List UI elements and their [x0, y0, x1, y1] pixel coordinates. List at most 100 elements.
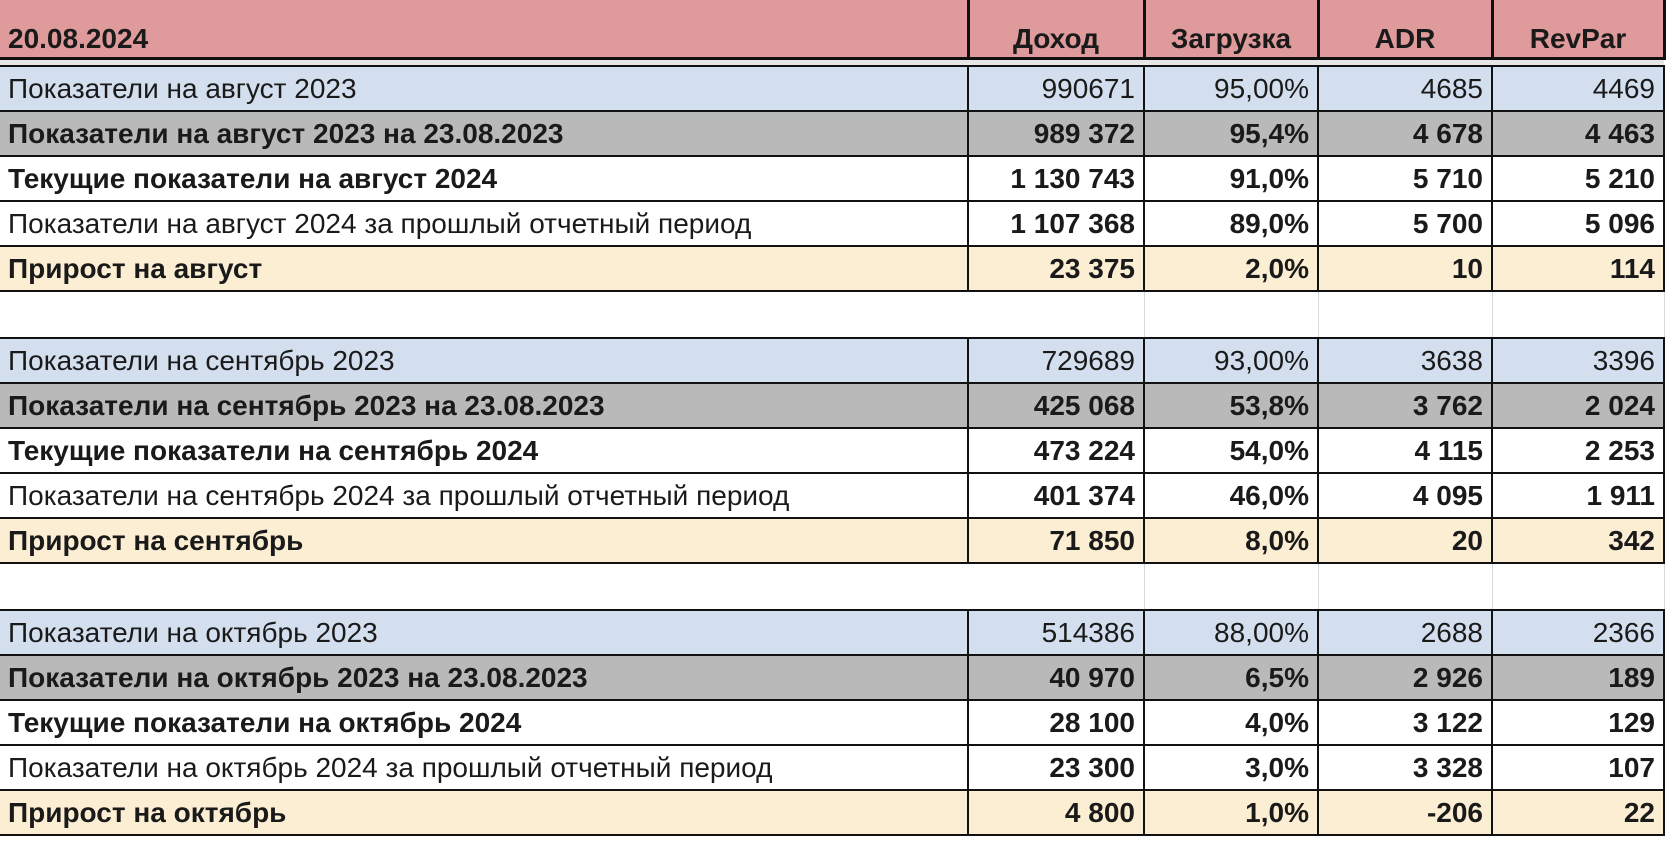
- value-cell-revpar[interactable]: 129: [1492, 700, 1665, 746]
- value-cell-revpar[interactable]: 4 463: [1492, 111, 1665, 157]
- row-tail-cell: [1664, 700, 1680, 745]
- value-cell-income[interactable]: 40 970: [968, 655, 1145, 701]
- column-header-occupancy[interactable]: Загрузка: [1144, 0, 1320, 60]
- value-cell-adr[interactable]: 10: [1318, 246, 1493, 292]
- value-cell-revpar[interactable]: 1 911: [1492, 473, 1665, 519]
- row-label-cell[interactable]: Показатели на август 2023: [0, 66, 969, 112]
- value-cell-revpar[interactable]: 107: [1492, 745, 1665, 791]
- value-cell-income[interactable]: 1 107 368: [968, 201, 1145, 247]
- value-cell-occupancy[interactable]: 8,0%: [1144, 518, 1319, 564]
- value-cell-income[interactable]: 990671: [968, 66, 1145, 112]
- empty-cell[interactable]: [0, 563, 969, 611]
- value-cell-income[interactable]: 1 130 743: [968, 156, 1145, 202]
- value-cell-revpar[interactable]: 114: [1492, 246, 1665, 292]
- value-cell-occupancy[interactable]: 2,0%: [1144, 246, 1319, 292]
- value-cell-revpar[interactable]: 189: [1492, 655, 1665, 701]
- empty-cell[interactable]: [1318, 291, 1493, 339]
- report-body: Показатели на август 2023 990671 95,00% 468…: [0, 66, 1680, 836]
- value-cell-income[interactable]: 71 850: [968, 518, 1145, 564]
- table-row-base: Показатели на август 2023 990671 95,00% 468…: [0, 66, 1680, 112]
- value-cell-income[interactable]: 514386: [968, 610, 1145, 656]
- value-cell-revpar[interactable]: 2 253: [1492, 428, 1665, 474]
- value-cell-occupancy[interactable]: 89,0%: [1144, 201, 1319, 247]
- value-cell-occupancy[interactable]: 93,00%: [1144, 338, 1319, 384]
- value-cell-occupancy[interactable]: 91,0%: [1144, 156, 1319, 202]
- row-label-cell[interactable]: Текущие показатели на сентябрь 2024: [0, 428, 969, 474]
- empty-cell[interactable]: [1664, 563, 1680, 610]
- row-label-cell[interactable]: Прирост на октябрь: [0, 790, 969, 836]
- empty-cell[interactable]: [1144, 291, 1319, 339]
- row-label-cell[interactable]: Показатели на октябрь 2023: [0, 610, 969, 656]
- column-header-adr[interactable]: ADR: [1318, 0, 1494, 60]
- value-cell-revpar[interactable]: 5 210: [1492, 156, 1665, 202]
- value-cell-adr[interactable]: -206: [1318, 790, 1493, 836]
- row-label-cell[interactable]: Текущие показатели на август 2024: [0, 156, 969, 202]
- value-cell-income[interactable]: 4 800: [968, 790, 1145, 836]
- value-cell-income[interactable]: 23 300: [968, 745, 1145, 791]
- value-cell-income[interactable]: 989 372: [968, 111, 1145, 157]
- spacer-row: [0, 291, 1680, 339]
- row-label-cell[interactable]: Показатели на октябрь 2023 на 23.08.2023: [0, 655, 969, 701]
- separator-cell: [1318, 58, 1492, 67]
- value-cell-revpar[interactable]: 22: [1492, 790, 1665, 836]
- value-cell-occupancy[interactable]: 3,0%: [1144, 745, 1319, 791]
- row-label-cell[interactable]: Прирост на сентябрь: [0, 518, 969, 564]
- value-cell-occupancy[interactable]: 53,8%: [1144, 383, 1319, 429]
- row-label-cell[interactable]: Показатели на сентябрь 2023 на 23.08.202…: [0, 383, 969, 429]
- value-cell-adr[interactable]: 4685: [1318, 66, 1493, 112]
- value-cell-occupancy[interactable]: 54,0%: [1144, 428, 1319, 474]
- column-header-income[interactable]: Доход: [968, 0, 1146, 60]
- value-cell-income[interactable]: 401 374: [968, 473, 1145, 519]
- value-cell-income[interactable]: 23 375: [968, 246, 1145, 292]
- value-cell-revpar[interactable]: 342: [1492, 518, 1665, 564]
- value-cell-occupancy[interactable]: 95,4%: [1144, 111, 1319, 157]
- value-cell-occupancy[interactable]: 88,00%: [1144, 610, 1319, 656]
- value-cell-revpar[interactable]: 5 096: [1492, 201, 1665, 247]
- empty-cell[interactable]: [1664, 291, 1680, 338]
- value-cell-adr[interactable]: 5 710: [1318, 156, 1493, 202]
- value-cell-income[interactable]: 28 100: [968, 700, 1145, 746]
- empty-cell[interactable]: [1318, 563, 1493, 611]
- value-cell-adr[interactable]: 5 700: [1318, 201, 1493, 247]
- row-label-cell[interactable]: Показатели на сентябрь 2023: [0, 338, 969, 384]
- row-label-cell[interactable]: Показатели на сентябрь 2024 за прошлый о…: [0, 473, 969, 519]
- value-cell-adr[interactable]: 4 115: [1318, 428, 1493, 474]
- value-cell-income[interactable]: 473 224: [968, 428, 1145, 474]
- row-label-cell[interactable]: Текущие показатели на октябрь 2024: [0, 700, 969, 746]
- value-cell-revpar[interactable]: 2 024: [1492, 383, 1665, 429]
- value-cell-revpar[interactable]: 4469: [1492, 66, 1665, 112]
- value-cell-occupancy[interactable]: 46,0%: [1144, 473, 1319, 519]
- row-tail-cell: [1664, 428, 1680, 473]
- header-row: 20.08.2024 Доход Загрузка ADR RevPar: [0, 0, 1680, 60]
- empty-cell[interactable]: [968, 291, 1145, 339]
- value-cell-revpar[interactable]: 2366: [1492, 610, 1665, 656]
- row-label-cell[interactable]: Прирост на август: [0, 246, 969, 292]
- value-cell-adr[interactable]: 3 328: [1318, 745, 1493, 791]
- row-label-cell[interactable]: Показатели на август 2024 за прошлый отч…: [0, 201, 969, 247]
- value-cell-adr[interactable]: 4 678: [1318, 111, 1493, 157]
- value-cell-adr[interactable]: 3 122: [1318, 700, 1493, 746]
- value-cell-income[interactable]: 729689: [968, 338, 1145, 384]
- value-cell-adr[interactable]: 2 926: [1318, 655, 1493, 701]
- value-cell-occupancy[interactable]: 1,0%: [1144, 790, 1319, 836]
- value-cell-occupancy[interactable]: 4,0%: [1144, 700, 1319, 746]
- value-cell-occupancy[interactable]: 6,5%: [1144, 655, 1319, 701]
- value-cell-occupancy[interactable]: 95,00%: [1144, 66, 1319, 112]
- empty-cell[interactable]: [1144, 563, 1319, 611]
- value-cell-adr[interactable]: 20: [1318, 518, 1493, 564]
- empty-cell[interactable]: [1492, 563, 1665, 611]
- row-label-cell[interactable]: Показатели на октябрь 2024 за прошлый от…: [0, 745, 969, 791]
- value-cell-revpar[interactable]: 3396: [1492, 338, 1665, 384]
- value-cell-adr[interactable]: 2688: [1318, 610, 1493, 656]
- value-cell-income[interactable]: 425 068: [968, 383, 1145, 429]
- value-cell-adr[interactable]: 4 095: [1318, 473, 1493, 519]
- value-cell-adr[interactable]: 3 762: [1318, 383, 1493, 429]
- column-header-revpar[interactable]: RevPar: [1492, 0, 1666, 60]
- report-date-cell[interactable]: 20.08.2024: [0, 0, 970, 60]
- value-cell-adr[interactable]: 3638: [1318, 338, 1493, 384]
- empty-cell[interactable]: [968, 563, 1145, 611]
- empty-cell[interactable]: [1492, 291, 1665, 339]
- empty-cell[interactable]: [0, 291, 969, 339]
- row-label-cell[interactable]: Показатели на август 2023 на 23.08.2023: [0, 111, 969, 157]
- row-tail-cell: [1664, 610, 1680, 655]
